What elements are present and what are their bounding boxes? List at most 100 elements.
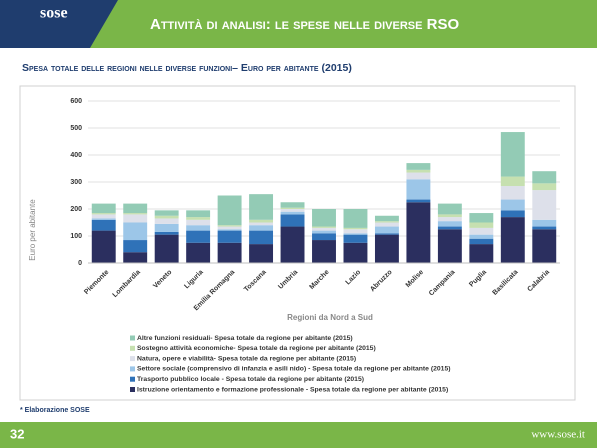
bar-segment	[123, 222, 148, 241]
bar-segment	[154, 218, 179, 224]
footer-bar	[0, 422, 597, 448]
logo-box	[0, 0, 118, 48]
bar-segment	[280, 202, 305, 208]
bar-segment	[280, 214, 305, 227]
bar-segment	[437, 217, 462, 222]
y-tick-label: 200	[70, 206, 82, 213]
legend-label: Altre funzioni residuali- Spesa totale d…	[137, 335, 353, 342]
page-number: 32	[10, 426, 24, 441]
bar-segment	[280, 226, 305, 263]
bar-segment	[374, 221, 399, 223]
legend-swatch	[130, 387, 135, 392]
bar-segment	[532, 190, 557, 220]
bar-segment	[500, 186, 525, 200]
bar-segment	[437, 214, 462, 218]
bar-segment	[123, 214, 148, 223]
bar-segment	[217, 229, 242, 231]
bar-segment	[280, 209, 305, 212]
bar-segment	[374, 222, 399, 227]
bar-segment	[312, 226, 336, 228]
bar-segment	[186, 217, 211, 220]
bar-segment	[154, 210, 179, 216]
bar-segment	[406, 199, 431, 203]
bar-segment	[500, 217, 525, 263]
bar-segment	[312, 233, 336, 241]
bar-segment	[406, 172, 431, 180]
bar-segment	[469, 222, 494, 228]
bar-segment	[123, 252, 148, 263]
bar-segment	[406, 202, 431, 263]
bar-segment	[469, 234, 494, 239]
bar-segment	[186, 219, 211, 226]
bar-segment	[123, 240, 148, 253]
logo: sose	[40, 5, 68, 22]
bar-segment	[280, 211, 305, 215]
bar-segment	[217, 225, 242, 227]
y-tick-label: 300	[70, 179, 82, 186]
bar-segment	[437, 221, 462, 227]
bar-segment	[469, 238, 494, 245]
legend-swatch	[130, 345, 135, 351]
y-axis-label: Euro per abitante	[28, 199, 37, 261]
bar-segment	[312, 209, 336, 227]
bar-segment	[532, 226, 557, 230]
bar-segment	[312, 227, 336, 231]
bar-segment	[500, 199, 525, 211]
y-tick-label: 100	[70, 233, 82, 240]
bar-segment	[217, 230, 242, 243]
bar-segment	[437, 203, 462, 215]
bar-segment	[532, 219, 557, 227]
bar-segment	[154, 215, 179, 219]
legend-swatch	[130, 356, 135, 362]
y-tick-label: 500	[70, 125, 82, 132]
bar-segment	[343, 233, 368, 235]
bar-segment	[500, 210, 525, 218]
bar-segment	[532, 229, 557, 263]
bar-segment	[343, 229, 368, 234]
bar-segment	[469, 244, 494, 263]
bar-segment	[249, 219, 274, 223]
bar-segment	[154, 223, 179, 232]
bar-segment	[217, 195, 242, 226]
y-tick-label: 400	[70, 152, 82, 159]
bar-segment	[343, 209, 368, 228]
bar-segment	[280, 207, 305, 209]
bar-segment	[500, 132, 525, 177]
legend-swatch	[130, 376, 135, 382]
bar-segment	[469, 213, 494, 223]
y-tick-label: 600	[70, 98, 82, 105]
bar-segment	[91, 218, 116, 220]
bar-segment	[374, 226, 399, 234]
bar-segment	[312, 240, 336, 263]
bar-segment	[374, 233, 399, 235]
legend-label: Trasporto pubblico locale - Spesa totale…	[137, 376, 364, 383]
bar-segment	[91, 203, 116, 214]
bar-segment	[469, 227, 494, 235]
bar-segment	[91, 214, 116, 219]
bar-segment	[532, 171, 557, 184]
bar-segment	[249, 230, 274, 245]
bar-segment	[186, 230, 211, 243]
bar-segment	[249, 244, 274, 263]
footnote: * Elaborazione SOSE	[20, 407, 90, 414]
bar-segment	[249, 225, 274, 231]
bar-segment	[91, 213, 116, 215]
bar-segment	[343, 234, 368, 243]
bar-segment	[374, 215, 399, 222]
bar-segment	[123, 203, 148, 214]
bar-segment	[532, 183, 557, 191]
bar-segment	[437, 226, 462, 230]
bar-segment	[154, 231, 179, 235]
chart-title: Spesa totale delle regioni nelle diverse…	[22, 62, 352, 74]
bar-segment	[406, 169, 431, 173]
slide-title: Attività di analisi: le spese nelle dive…	[150, 16, 459, 33]
website: www.sose.it	[531, 429, 585, 441]
bar-segment	[186, 242, 211, 263]
bar-segment	[186, 210, 211, 218]
legend-label: Sostegno attività economiche- Spesa tota…	[137, 345, 376, 352]
bar-segment	[406, 163, 431, 170]
bar-segment	[91, 219, 116, 231]
x-axis-label: Regioni da Nord a Sud	[287, 313, 373, 322]
bar-segment	[500, 176, 525, 187]
